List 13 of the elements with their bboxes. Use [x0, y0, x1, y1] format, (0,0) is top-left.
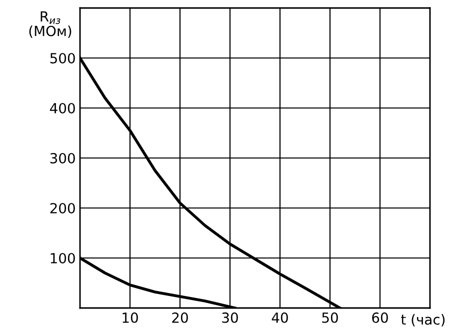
y-tick-label: 300: [50, 152, 75, 164]
x-tick-label: 50: [322, 312, 338, 323]
x-axis-title: t (час): [401, 314, 445, 326]
y-axis-title: R$_{из}$ (МОм): [29, 11, 72, 38]
x-tick-label: 10: [122, 312, 138, 323]
y-tick-label: 400: [50, 102, 75, 114]
y-tick-label: 500: [50, 52, 75, 64]
y-tick-label: 200: [50, 202, 75, 214]
x-tick-label: 40: [272, 312, 288, 323]
y-tick-label: 100: [50, 252, 75, 264]
x-tick-label: 20: [172, 312, 188, 323]
x-tick-label: 30: [222, 312, 238, 323]
x-tick-label: 60: [372, 312, 388, 323]
